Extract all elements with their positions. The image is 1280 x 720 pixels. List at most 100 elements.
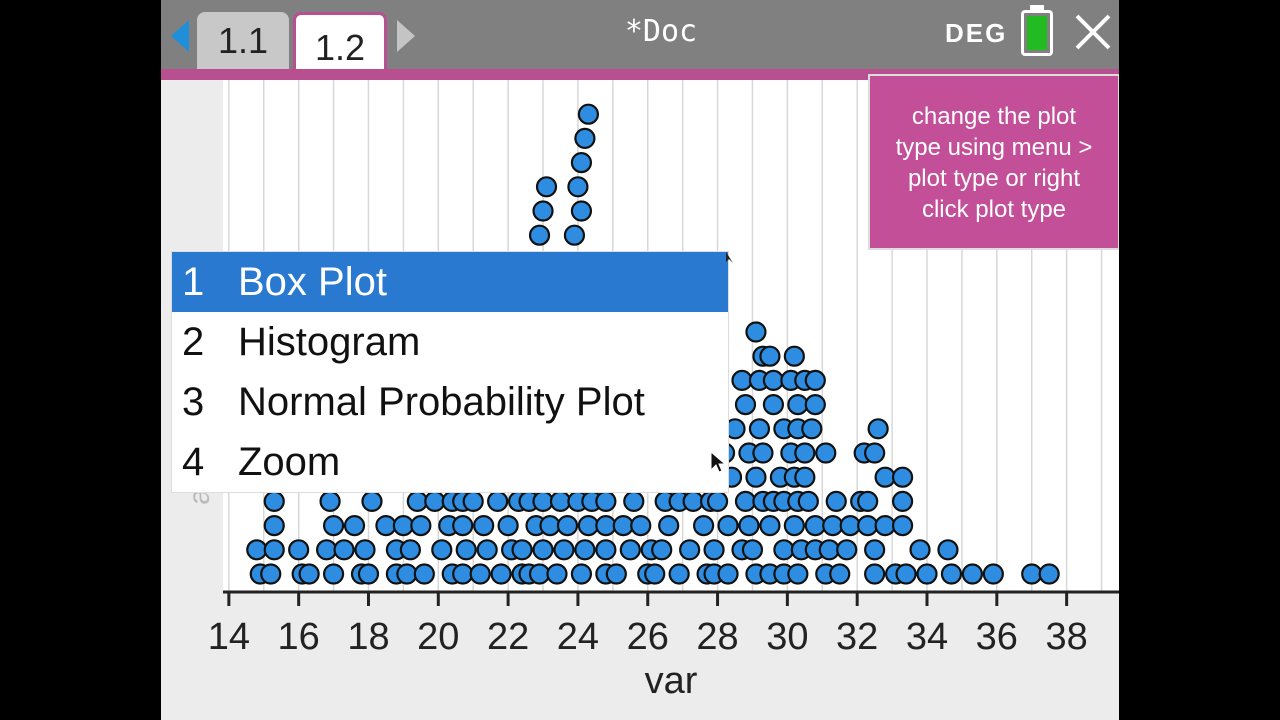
data-dot[interactable] [595, 539, 617, 561]
data-dot[interactable] [783, 515, 805, 537]
data-dot[interactable] [246, 539, 268, 561]
data-dot[interactable] [891, 490, 914, 512]
data-dot[interactable] [563, 224, 586, 246]
data-dot[interactable] [396, 563, 418, 585]
prev-page-arrow-icon[interactable] [171, 20, 189, 52]
data-dot[interactable] [605, 563, 627, 585]
data-dot[interactable] [528, 224, 551, 246]
data-dot[interactable] [406, 490, 428, 512]
data-dot[interactable] [623, 490, 645, 512]
menu-item-zoom[interactable]: 4 Zoom [172, 432, 728, 492]
data-dot[interactable] [752, 442, 774, 464]
data-dot[interactable] [476, 539, 498, 561]
data-dot[interactable] [818, 539, 840, 561]
data-dot[interactable] [717, 563, 739, 585]
data-dot[interactable] [787, 563, 809, 585]
next-page-arrow-icon[interactable] [397, 20, 415, 52]
data-dot[interactable] [574, 539, 596, 561]
data-dot[interactable] [298, 563, 320, 585]
data-dot[interactable] [867, 418, 889, 440]
data-dot[interactable] [731, 369, 753, 391]
data-dot[interactable] [595, 515, 617, 537]
data-dot[interactable] [399, 539, 421, 561]
data-dot[interactable] [839, 515, 861, 537]
data-dot[interactable] [532, 539, 554, 561]
data-dot[interactable] [804, 394, 826, 416]
data-dot[interactable] [532, 200, 554, 222]
data-dot[interactable] [857, 490, 879, 512]
data-dot[interactable] [706, 490, 729, 512]
data-dot[interactable] [553, 539, 575, 561]
data-dot[interactable] [452, 515, 474, 537]
data-dot[interactable] [354, 539, 376, 561]
data-dot[interactable] [528, 563, 551, 585]
data-dot[interactable] [630, 515, 652, 537]
data-dot[interactable] [619, 539, 641, 561]
data-dot[interactable] [864, 442, 886, 464]
data-dot[interactable] [734, 394, 757, 416]
data-dot[interactable] [595, 490, 617, 512]
data-dot[interactable] [836, 539, 858, 561]
data-dot[interactable] [532, 490, 554, 512]
data-dot[interactable] [361, 490, 383, 512]
data-dot[interactable] [535, 176, 558, 198]
data-dot[interactable] [322, 515, 345, 537]
data-dot[interactable] [1038, 563, 1060, 585]
data-dot[interactable] [692, 515, 715, 537]
data-dot[interactable] [940, 563, 963, 585]
data-dot[interactable] [668, 563, 690, 585]
data-dot[interactable] [703, 539, 725, 561]
data-dot[interactable] [864, 539, 886, 561]
data-dot[interactable] [734, 490, 757, 512]
data-dot[interactable] [288, 539, 310, 561]
data-dot[interactable] [574, 127, 596, 150]
data-dot[interactable] [511, 539, 533, 561]
data-dot[interactable] [909, 539, 931, 561]
data-dot[interactable] [891, 515, 914, 537]
data-dot[interactable] [263, 539, 285, 561]
data-dot[interactable] [801, 418, 823, 440]
data-dot[interactable] [410, 515, 432, 537]
data-dot[interactable] [982, 563, 1004, 585]
data-dot[interactable] [343, 515, 366, 537]
data-dot[interactable] [724, 418, 746, 440]
data-dot[interactable] [612, 515, 634, 537]
data-dot[interactable] [679, 539, 701, 561]
data-dot[interactable] [263, 490, 285, 512]
tab-1-2[interactable]: 1.2 [293, 12, 387, 80]
data-dot[interactable] [748, 418, 771, 440]
data-dot[interactable] [333, 539, 355, 561]
data-dot[interactable] [487, 490, 509, 512]
data-dot[interactable] [455, 539, 477, 561]
menu-item-normal-probability-plot[interactable]: 3 Normal Probability Plot [172, 372, 728, 432]
data-dot[interactable] [549, 490, 572, 512]
data-dot[interactable] [804, 369, 826, 391]
data-dot[interactable] [864, 563, 886, 585]
data-dot[interactable] [773, 539, 795, 561]
data-dot[interactable] [577, 103, 600, 125]
data-dot[interactable] [263, 515, 285, 537]
data-dot[interactable] [357, 563, 380, 585]
data-dot[interactable] [745, 466, 767, 488]
data-dot[interactable] [322, 563, 345, 585]
data-dot[interactable] [413, 563, 435, 585]
data-dot[interactable] [874, 466, 896, 488]
menu-item-histogram[interactable]: 2 Histogram [172, 312, 728, 372]
data-dot[interactable] [556, 515, 579, 537]
data-dot[interactable] [424, 490, 446, 512]
data-dot[interactable] [783, 345, 805, 367]
data-dot[interactable] [745, 321, 767, 343]
data-dot[interactable] [375, 515, 397, 537]
data-dot[interactable] [874, 515, 896, 537]
data-dot[interactable] [644, 563, 666, 585]
data-dot[interactable] [570, 563, 593, 585]
data-dot[interactable] [916, 563, 938, 585]
data-dot[interactable] [567, 176, 589, 198]
menu-item-box-plot[interactable]: 1 Box Plot [172, 252, 728, 312]
close-icon[interactable] [1071, 10, 1115, 54]
data-dot[interactable] [937, 539, 959, 561]
data-dot[interactable] [452, 563, 474, 585]
data-dot[interactable] [462, 490, 484, 512]
data-dot[interactable] [546, 563, 568, 585]
tab-1-1[interactable]: 1.1 [197, 12, 289, 70]
